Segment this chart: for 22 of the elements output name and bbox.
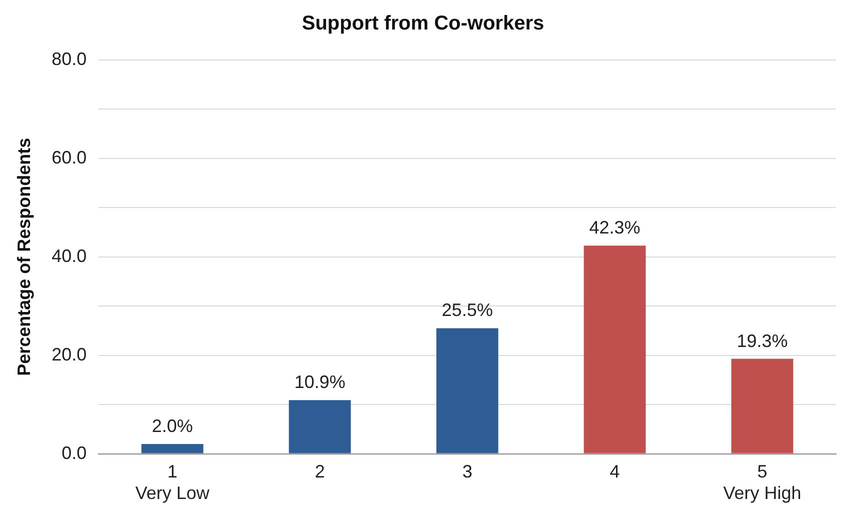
bar — [141, 444, 204, 454]
data-label: 25.5% — [442, 300, 493, 320]
bar — [584, 246, 646, 454]
y-tick-label: 0.0 — [62, 442, 87, 463]
bar — [436, 328, 498, 454]
y-tick-label: 80.0 — [52, 48, 87, 69]
y-tick-label: 60.0 — [52, 147, 87, 168]
y-tick-label: 40.0 — [52, 246, 87, 266]
chart-title: Support from Co-workers — [302, 12, 544, 35]
x-tick-label: 2 — [314, 462, 325, 482]
x-tick-label: 5 Very High — [723, 462, 802, 504]
data-label: 42.3% — [589, 218, 640, 238]
data-label: 2.0% — [152, 416, 193, 436]
bar — [288, 400, 351, 454]
bar — [731, 358, 794, 454]
y-tick-label: 20.0 — [52, 344, 87, 364]
data-label: 10.9% — [294, 372, 346, 392]
x-tick-label: 4 — [610, 462, 620, 482]
x-tick-label: 3 — [462, 462, 472, 482]
y-axis-title: Percentage of Respondents — [14, 138, 34, 376]
data-label: 19.3% — [736, 330, 788, 351]
x-tick-label: 1 Very Low — [135, 462, 210, 504]
